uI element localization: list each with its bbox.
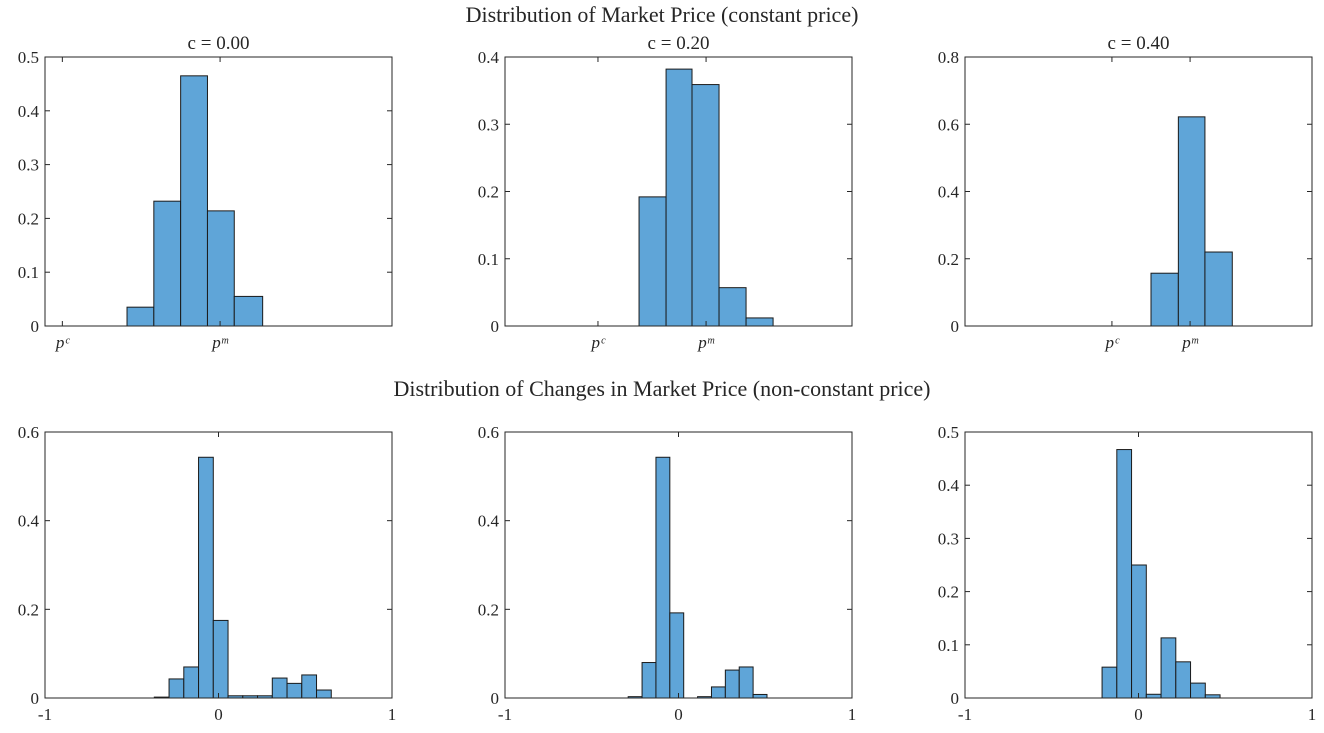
bar xyxy=(212,619,229,699)
y-tick-label: 0.4 xyxy=(18,102,40,121)
x-tick-label: pᵐ xyxy=(697,333,715,352)
panel: c = 0.20 0 0.1 0.2 0.3 0.4 pᶜ pᵐ xyxy=(478,33,853,352)
x-tick-label: -1 xyxy=(958,705,972,724)
panel: 00.10.20.30.40.5-1 0 1 xyxy=(938,423,1317,724)
bar xyxy=(669,612,685,699)
y-tick-label: 0.2 xyxy=(18,209,39,228)
plot-area xyxy=(965,57,1312,326)
y-tick-label: 0.6 xyxy=(938,115,959,134)
x-tick-label: 1 xyxy=(388,705,397,724)
y-tick-label: 0.2 xyxy=(938,250,959,269)
bar xyxy=(724,669,740,699)
x-tick-label: 0 xyxy=(1134,705,1143,724)
y-tick-label: 0.3 xyxy=(478,115,499,134)
bar xyxy=(1204,251,1233,327)
panel: 00.20.40.6-1 0 1 xyxy=(18,423,397,724)
bar xyxy=(271,677,288,699)
x-tick-label: pᶜ xyxy=(590,333,606,352)
section-title: Distribution of Changes in Market Price … xyxy=(393,376,930,401)
bar xyxy=(718,287,747,327)
y-tick-label: 0.6 xyxy=(478,423,499,442)
bar xyxy=(638,196,667,327)
y-tick-label: 0 xyxy=(491,689,500,708)
bar xyxy=(1160,637,1177,699)
bar xyxy=(233,295,264,327)
axes-box xyxy=(44,56,393,327)
bar xyxy=(745,317,774,327)
x-tick-label: pᵐ xyxy=(211,333,229,352)
y-tick-label: 0.4 xyxy=(938,183,960,202)
panel: 00.20.40.6-1 0 1 xyxy=(478,423,857,724)
bar xyxy=(126,306,155,327)
y-tick-label: 0.4 xyxy=(478,512,500,531)
section-title: Distribution of Market Price (constant p… xyxy=(466,2,859,27)
y-tick-label: 0.5 xyxy=(18,48,39,67)
x-tick-label: pᶜ xyxy=(55,333,71,352)
y-tick-label: 0.8 xyxy=(938,48,959,67)
x-tick-label: 0 xyxy=(674,705,683,724)
y-tick-label: 0 xyxy=(31,317,40,336)
bar xyxy=(1116,449,1133,699)
bar xyxy=(1190,682,1206,699)
x-tick-label: 0 xyxy=(214,705,223,724)
y-tick-label: 0 xyxy=(491,317,500,336)
y-tick-label: 0 xyxy=(951,689,960,708)
bar xyxy=(710,686,726,699)
bar xyxy=(286,682,303,699)
y-tick-label: 0.1 xyxy=(18,263,39,282)
y-tick-label: 0.4 xyxy=(18,512,40,531)
x-tick-label: -1 xyxy=(498,705,512,724)
x-tick-label: 1 xyxy=(848,705,857,724)
panel: c = 0.00 0 0.1 0.2 0.3 0.4 0.5 pᶜ pᵐ xyxy=(18,33,393,352)
panel-title: c = 0.40 xyxy=(1108,33,1170,54)
bar xyxy=(1131,564,1147,699)
y-tick-label: 0.1 xyxy=(938,636,959,655)
bar xyxy=(691,84,720,327)
y-tick-label: 0.2 xyxy=(18,600,39,619)
y-tick-label: 0.5 xyxy=(938,423,959,442)
bar xyxy=(206,210,235,327)
bar xyxy=(1145,693,1162,699)
x-tick-label: -1 xyxy=(38,705,52,724)
y-tick-label: 0.2 xyxy=(478,183,499,202)
bar xyxy=(665,68,693,327)
y-tick-label: 0.4 xyxy=(938,476,960,495)
panel: c = 0.40 0 0.2 0.4 0.6 0.8 pᶜ pᵐ xyxy=(938,33,1313,352)
bar xyxy=(1150,272,1179,327)
panel-title: c = 0.00 xyxy=(188,33,250,54)
y-tick-label: 0.1 xyxy=(478,250,499,269)
bar xyxy=(1101,666,1118,699)
bar xyxy=(168,678,185,699)
y-tick-label: 0 xyxy=(951,317,960,336)
y-tick-label: 0.3 xyxy=(18,156,39,175)
y-tick-label: 0.2 xyxy=(938,583,959,602)
y-tick-label: 0.6 xyxy=(18,423,39,442)
y-tick-label: 0.2 xyxy=(478,600,499,619)
panel-title: c = 0.20 xyxy=(648,33,710,54)
bar xyxy=(641,662,657,699)
y-tick-label: 0 xyxy=(31,689,40,708)
bar xyxy=(301,674,318,699)
x-tick-label: pᶜ xyxy=(1104,333,1120,352)
bar xyxy=(153,200,182,327)
x-tick-label: pᵐ xyxy=(1181,333,1199,352)
bar xyxy=(316,689,332,699)
bar xyxy=(655,456,671,699)
bar xyxy=(752,693,768,699)
x-tick-label: 1 xyxy=(1308,705,1317,724)
bar xyxy=(198,456,214,699)
bar xyxy=(1177,116,1206,327)
bar xyxy=(1175,661,1192,699)
bar xyxy=(180,75,208,327)
y-tick-label: 0.4 xyxy=(478,48,500,67)
y-tick-label: 0.3 xyxy=(938,529,959,548)
bar xyxy=(183,666,200,699)
bar xyxy=(738,666,754,699)
